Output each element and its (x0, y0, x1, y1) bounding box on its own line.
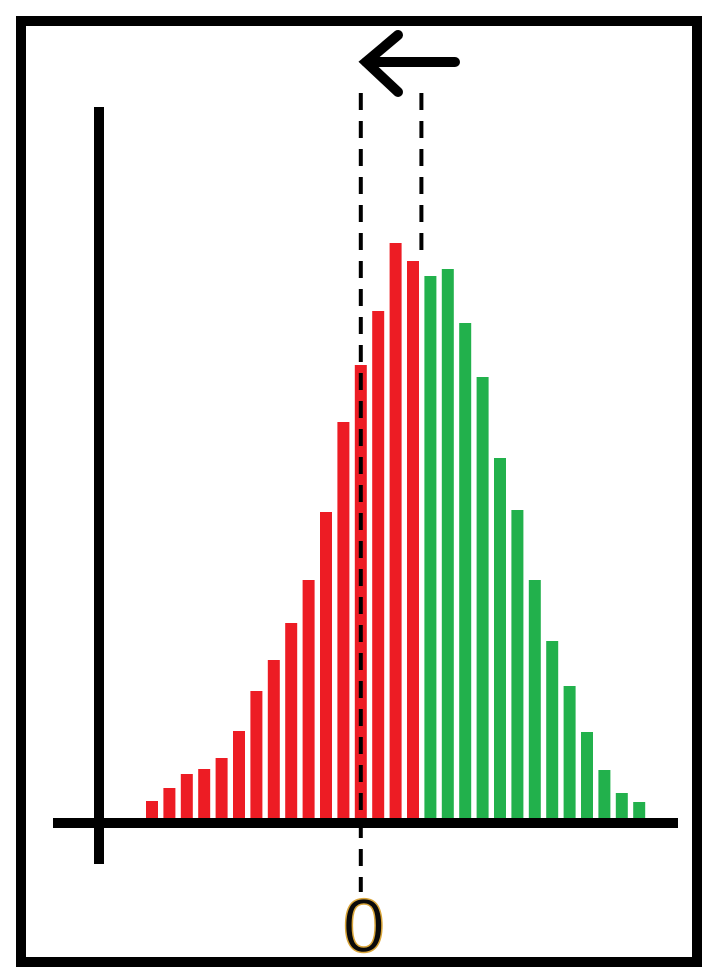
histogram-bar (320, 512, 332, 818)
histogram-bar (476, 377, 489, 818)
histogram-bar (285, 623, 298, 818)
left-arrow-icon (358, 30, 460, 97)
histogram-bar (633, 802, 646, 818)
histogram-bar (302, 580, 315, 818)
histogram-bar (615, 793, 628, 818)
histogram-bar (198, 769, 211, 818)
histogram-bar (354, 365, 367, 818)
histogram-bar (389, 243, 402, 818)
histogram-bar (337, 422, 350, 818)
histogram-bar (528, 580, 541, 818)
histogram-bar (598, 770, 611, 818)
histogram-bar (441, 269, 454, 818)
histogram-bar (581, 732, 593, 818)
histogram-bar (163, 788, 176, 818)
histogram-bar (250, 691, 263, 818)
histogram-bars (146, 243, 646, 818)
histogram-bar (233, 731, 245, 818)
x-tick-label-zero: 0 (343, 884, 385, 969)
histogram-bar (424, 276, 437, 818)
histogram-bar (459, 323, 472, 818)
histogram-bar (546, 641, 559, 818)
histogram-bar (146, 801, 158, 818)
histogram-bar (563, 686, 576, 818)
histogram-bar (267, 660, 280, 818)
histogram-bar (407, 261, 419, 818)
histogram-bar (494, 458, 506, 818)
histogram-bar (215, 758, 228, 818)
histogram-bar (511, 510, 524, 818)
histogram-bar (180, 774, 193, 818)
histogram-bar (372, 311, 385, 818)
